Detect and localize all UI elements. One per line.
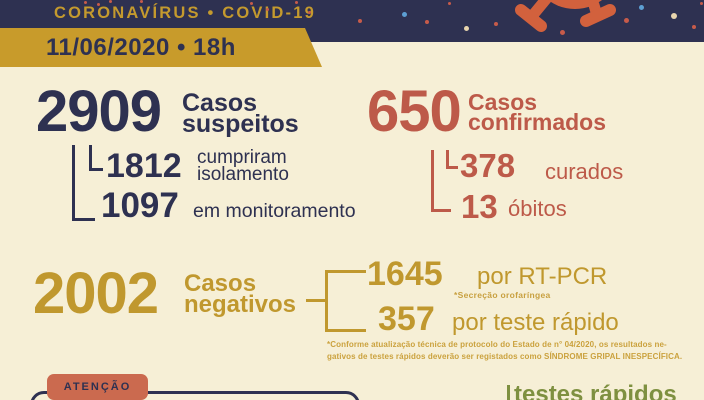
bracket-line (306, 299, 327, 302)
connector-line (446, 150, 458, 169)
monitoring-label: em monitoramento (193, 200, 356, 222)
decor-dot (140, 0, 143, 3)
rtpcr-footnote: *Secreção orofaríngea (454, 290, 551, 300)
coronavirus-icon (515, 0, 616, 32)
suspected-label-line1: Casos (182, 89, 258, 117)
decor-dot (84, 1, 87, 4)
isolation-value: 1812 (106, 147, 182, 185)
decor-dot (639, 5, 644, 10)
rapid-tests-heading-bar (507, 385, 510, 400)
protocol-footnote: *Conforme atualização técnica de protoco… (327, 339, 704, 362)
decor-dot (464, 26, 469, 31)
confirmed-label-line2: confirmados (468, 108, 607, 135)
decor-dot (97, 3, 100, 6)
page-title: CORONAVÍRUS • COVID-19 (54, 4, 316, 22)
confirmed-cases-value: 650 (367, 79, 462, 144)
rtpcr-label: por RT-PCR (477, 263, 608, 290)
date-ribbon: 11/06/2020 • 18h (0, 28, 322, 67)
decor-dot (700, 2, 703, 5)
decor-dot (425, 20, 429, 24)
protocol-footnote-line1: *Conforme atualização técnica de protoco… (327, 340, 667, 349)
connector-line (89, 145, 103, 171)
confirmed-cases-label: Casos confirmados (468, 89, 607, 135)
decor-dot (624, 18, 629, 23)
rtpcr-value: 1645 (367, 255, 443, 293)
confirmed-label-line1: Casos (468, 89, 538, 115)
decor-dot (402, 12, 407, 17)
bracket-line (325, 329, 366, 332)
suspected-cases-label: Casos suspeitos (182, 89, 299, 138)
decor-dot (266, 8, 269, 11)
decor-dot (109, 0, 112, 3)
isolation-label-line2: isolamento (197, 163, 289, 185)
rapid-test-value: 357 (378, 300, 435, 338)
cured-value: 378 (460, 147, 516, 184)
report-date: 11/06/2020 • 18h (46, 34, 236, 61)
connector-line (72, 145, 95, 221)
isolation-label: cumpriram isolamento (197, 147, 289, 185)
negative-cases-value: 2002 (33, 261, 159, 326)
decor-dot (448, 2, 451, 5)
cured-label: curados (545, 159, 624, 184)
rapid-test-label: por teste rápido (452, 309, 619, 336)
decor-dot (250, 2, 253, 5)
suspected-cases-value: 2909 (36, 79, 162, 144)
deaths-label: óbitos (508, 196, 567, 221)
decor-dot (295, 1, 298, 4)
deaths-value: 13 (461, 188, 498, 225)
decor-dot (560, 30, 565, 35)
monitoring-value: 1097 (101, 186, 179, 225)
isolation-label-line1: cumpriram (197, 147, 287, 168)
bracket-line (325, 270, 366, 273)
suspected-label-line2: suspeitos (182, 110, 299, 138)
bracket-line (325, 270, 328, 332)
negative-cases-label: Casos negativos (184, 270, 297, 318)
protocol-footnote-line2: gativos de testes rápidos deverão ser re… (327, 351, 683, 361)
decor-dot (671, 13, 677, 19)
decor-dot (358, 19, 362, 23)
rapid-tests-heading: testes rápidos (514, 381, 677, 400)
attention-badge: ATENÇÃO (47, 374, 148, 400)
negative-label-line2: negativos (184, 290, 297, 318)
decor-dot (692, 25, 696, 29)
decor-dot (308, 11, 311, 14)
connector-line (431, 150, 451, 212)
decor-dot (494, 22, 498, 26)
negative-label-line1: Casos (184, 270, 257, 297)
